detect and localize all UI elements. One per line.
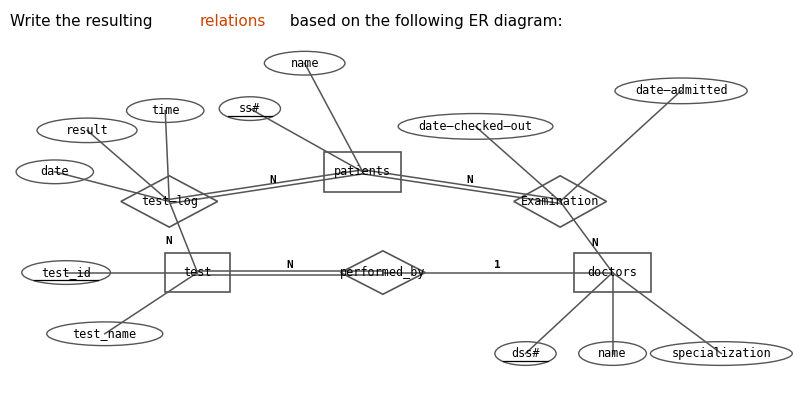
Bar xyxy=(165,253,230,292)
Text: time: time xyxy=(151,104,180,117)
Text: N: N xyxy=(287,260,293,271)
Bar xyxy=(574,253,650,292)
Text: test–log: test–log xyxy=(141,195,197,208)
Text: Examination: Examination xyxy=(521,195,600,208)
Text: performed_by: performed_by xyxy=(340,266,426,279)
Text: patients: patients xyxy=(334,166,391,178)
Text: date–admitted: date–admitted xyxy=(635,85,727,97)
Text: test: test xyxy=(183,266,212,279)
Text: test_name: test_name xyxy=(73,327,137,340)
Text: N: N xyxy=(165,236,172,246)
Text: Write the resulting: Write the resulting xyxy=(10,14,157,29)
Text: name: name xyxy=(290,57,319,70)
Text: result: result xyxy=(65,124,109,137)
Text: doctors: doctors xyxy=(588,266,638,279)
Text: date: date xyxy=(40,166,69,178)
Text: specialization: specialization xyxy=(671,347,771,360)
Text: test_id: test_id xyxy=(41,266,91,279)
Text: N: N xyxy=(269,175,276,184)
Text: 1: 1 xyxy=(494,260,501,271)
Text: N: N xyxy=(591,238,598,248)
Text: N: N xyxy=(466,175,473,184)
Text: ss#: ss# xyxy=(239,102,260,115)
Text: dss#: dss# xyxy=(511,347,540,360)
Text: name: name xyxy=(598,347,627,360)
Text: date–checked–out: date–checked–out xyxy=(418,120,533,133)
Text: based on the following ER diagram:: based on the following ER diagram: xyxy=(285,14,563,29)
Bar xyxy=(324,152,401,192)
Text: relations: relations xyxy=(200,14,266,29)
